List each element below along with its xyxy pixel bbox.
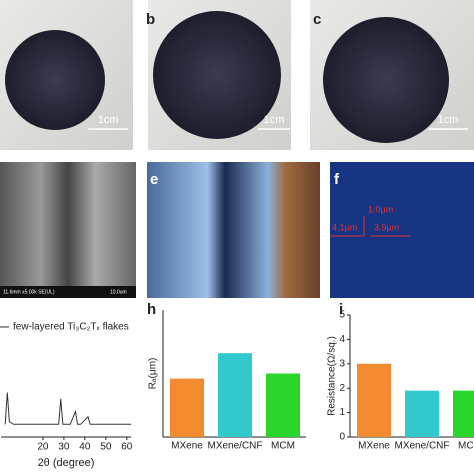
x-tick-label: 60 [121, 442, 133, 453]
y-tick-label: 2 [339, 383, 345, 394]
panel-label: e [150, 171, 158, 188]
film-disc [323, 17, 449, 143]
y-tick-label: 3 [339, 358, 345, 369]
y-axis-title: Rₐ(μm) [148, 358, 159, 390]
legend-label: few-layered Ti₃C₂Tₓ flakes [13, 322, 129, 333]
measurement: 3.9μm [374, 222, 399, 232]
bar [405, 390, 439, 437]
x-axis-title: 2θ (degree) [38, 457, 95, 469]
x-tick-label: 30 [58, 442, 70, 453]
eds-map [147, 162, 320, 298]
x-tick-label: 50 [100, 442, 112, 453]
x-tick-label: MCM [271, 441, 295, 452]
y-tick-label: 5 [339, 310, 345, 321]
x-tick-label: MXene [358, 441, 390, 452]
xrd-line [4, 392, 131, 425]
bar [218, 353, 252, 437]
sem-info-bar [0, 286, 136, 298]
scale-label: 1cm [438, 114, 459, 126]
y-axis-title: Resistance(Ω/sq.) [327, 336, 338, 416]
sem-info: 10.0um [110, 289, 127, 295]
sem-info: 11.6mm x5.00k SE(UL) [3, 289, 55, 295]
bar [170, 378, 204, 437]
panel-label: b [146, 11, 155, 28]
scale-label: 1cm [98, 114, 119, 126]
panel-label: f [334, 171, 340, 188]
film-disc [153, 11, 281, 139]
x-tick-label: MXene/CNF [394, 441, 449, 452]
x-tick-label: MXene [171, 441, 203, 452]
panel-label: i [339, 301, 343, 318]
y-tick-label: 1 [339, 407, 345, 418]
y-tick-label: 0 [339, 432, 345, 443]
panel-label: h [147, 301, 156, 318]
eds-overlay [330, 162, 474, 298]
bar [453, 390, 474, 437]
sem-image [0, 162, 136, 298]
measurement: 1.0μm [368, 204, 393, 214]
bar [266, 373, 300, 437]
eds-map [330, 162, 474, 298]
panel-label: c [313, 11, 321, 28]
x-tick-label: MCM [458, 441, 474, 452]
x-tick-label: 20 [37, 442, 49, 453]
bar [357, 363, 391, 437]
x-tick-label: MXene/CNF [207, 441, 262, 452]
scale-label: 1cm [264, 114, 285, 126]
x-tick-label: 40 [79, 442, 91, 453]
measurement: 4.1μm [332, 222, 357, 232]
film-disc [5, 30, 105, 130]
y-tick-label: 4 [339, 334, 345, 345]
